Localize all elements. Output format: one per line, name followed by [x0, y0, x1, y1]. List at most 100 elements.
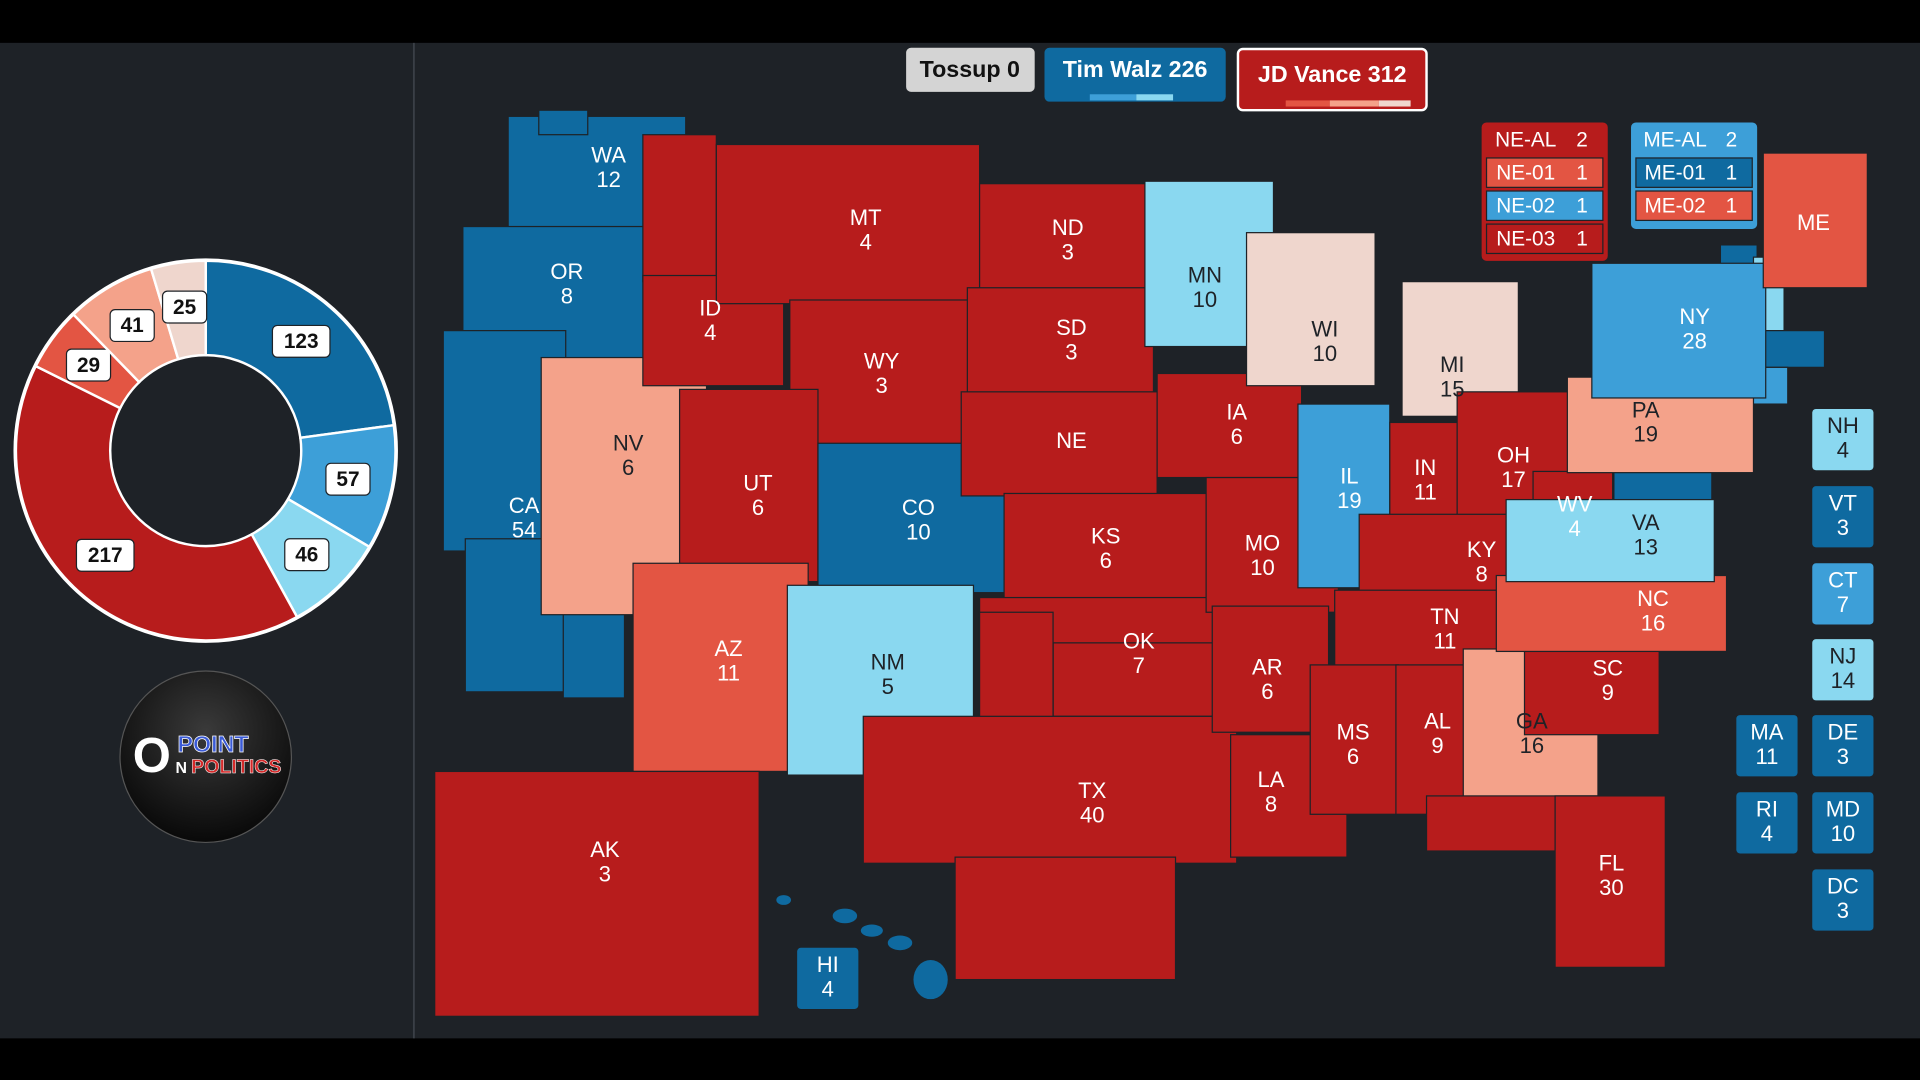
logo: O POINT N POLITICS: [119, 670, 293, 844]
donut-label: 46: [295, 543, 318, 566]
state-votes: 4: [1761, 821, 1773, 846]
state-tile[interactable]: [1812, 563, 1874, 625]
state-shape: [1554, 795, 1666, 968]
state-label: NM: [871, 650, 905, 675]
district-label: NE-03: [1496, 228, 1555, 251]
donut-label: 217: [88, 544, 123, 567]
island: [913, 960, 948, 1000]
tossup-label: Tossup 0: [920, 56, 1020, 82]
state-shape: [1211, 605, 1330, 733]
state-tile[interactable]: [1736, 715, 1798, 777]
state-label: WY: [864, 348, 900, 373]
state-label: ID: [699, 296, 721, 321]
state-label: NH: [1827, 413, 1859, 438]
state-votes: 8: [1475, 561, 1487, 586]
state-votes: 3: [1062, 239, 1074, 264]
state-label: RI: [1756, 796, 1778, 821]
state-tile[interactable]: [1812, 792, 1874, 854]
state-label: MD: [1826, 796, 1860, 821]
district-label: ME-02: [1644, 194, 1705, 217]
state-votes: 12: [596, 167, 621, 192]
state-tile[interactable]: [1812, 408, 1874, 471]
rep-button[interactable]: [1236, 47, 1428, 112]
island: [776, 895, 792, 905]
state-votes: 3: [1837, 898, 1849, 923]
state-votes: 6: [1100, 548, 1112, 573]
state-votes: 9: [1602, 680, 1614, 705]
state-votes: 19: [1633, 422, 1658, 447]
donut-label: 57: [336, 468, 359, 491]
dem-button[interactable]: [1044, 47, 1226, 102]
state-tile[interactable]: [1812, 715, 1874, 777]
state-votes: 3: [599, 861, 611, 886]
state-votes: 3: [1837, 515, 1849, 540]
state-shape: [562, 611, 626, 699]
state-shape: [1495, 574, 1728, 653]
state-label: UT: [743, 471, 772, 496]
district-label: NE-01: [1496, 161, 1555, 184]
state-tile[interactable]: [1812, 639, 1874, 701]
district-votes: 2: [1576, 128, 1588, 151]
district-votes: 1: [1576, 228, 1588, 251]
state-label: MA: [1750, 719, 1783, 744]
state-label: KS: [1091, 523, 1120, 548]
donut-label: 41: [121, 314, 144, 337]
state-label: NV: [613, 430, 644, 455]
state-votes: 3: [1065, 340, 1077, 365]
state-shape: [538, 109, 589, 136]
donut-label-box: [325, 462, 371, 496]
state-votes: 4: [1569, 516, 1581, 541]
donut-label: 25: [173, 296, 196, 319]
district-label: NE-AL: [1495, 128, 1556, 151]
state-tile[interactable]: [797, 947, 859, 1009]
district-label: NE-02: [1496, 194, 1555, 217]
rep-stripe: [1329, 100, 1379, 107]
state-label: AR: [1252, 654, 1283, 679]
state-label: VA: [1632, 510, 1660, 535]
state-votes: 6: [752, 495, 764, 520]
state-label: MI: [1440, 352, 1464, 377]
district-row: [1635, 190, 1753, 222]
state-shape: [978, 611, 1054, 724]
state-votes: 7: [1837, 592, 1849, 617]
state-label: IA: [1226, 400, 1247, 425]
district-votes: 2: [1726, 128, 1738, 151]
donut-label-box: [284, 538, 330, 572]
state-votes: 30: [1599, 875, 1624, 900]
state-label: SC: [1592, 656, 1623, 681]
rep-stripe: [1285, 100, 1330, 107]
state-votes: 17: [1501, 467, 1526, 492]
state-votes: 10: [1193, 287, 1218, 312]
state-tile[interactable]: [1812, 869, 1874, 931]
dem-stripe: [1089, 94, 1137, 101]
tossup-button[interactable]: [906, 47, 1035, 92]
dem-label: Tim Walz 226: [1063, 56, 1208, 82]
district-panels: NE-AL 2 NE-01 1 NE-02 1 NE-03 1 ME-AL 2 ME-01 1 ME-0…: [1481, 122, 1758, 261]
state-label: HI: [817, 952, 839, 977]
map: WA12OR8CA54NV6ID4MT4WY3UT6AZ11CO10NM5ND3…: [434, 109, 1874, 1017]
state-votes: 15: [1440, 376, 1465, 401]
state-shape: [954, 856, 1177, 981]
state-votes: 8: [1265, 792, 1277, 817]
state-votes: 6: [1231, 424, 1243, 449]
state-shape: [1309, 664, 1399, 815]
state-votes: 6: [1347, 744, 1359, 769]
donut-label: 29: [77, 354, 100, 377]
state-label: CT: [1828, 567, 1857, 592]
state-tile[interactable]: [1736, 792, 1798, 854]
state-votes: 6: [1261, 679, 1273, 704]
island: [860, 924, 883, 937]
donut-label-box: [161, 290, 208, 324]
state-votes: 11: [1756, 744, 1779, 769]
state-label: OK: [1123, 629, 1155, 654]
state-label: OH: [1497, 443, 1530, 468]
district-label: ME-AL: [1643, 128, 1707, 151]
state-votes: 19: [1337, 488, 1362, 513]
state-shape: [966, 287, 1155, 403]
logo-o: O: [133, 729, 171, 783]
donut-label-box: [271, 324, 331, 358]
state-label: WA: [591, 143, 626, 168]
rep-label: JD Vance 312: [1258, 61, 1407, 87]
state-tile[interactable]: [1812, 486, 1874, 548]
